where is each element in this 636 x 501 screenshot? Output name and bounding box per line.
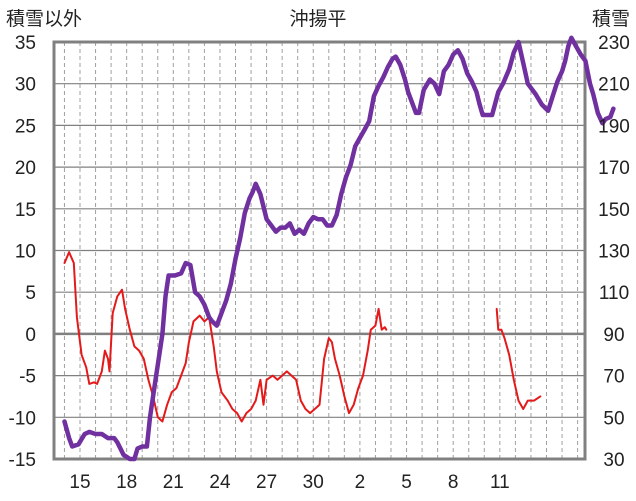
series-layer: [62, 35, 616, 462]
y-tick-label-left: -15: [9, 450, 36, 471]
x-tick-label: 21: [163, 472, 184, 493]
y-tick-label-left: 10: [15, 242, 36, 263]
y-tick-label-left: 5: [25, 283, 36, 304]
x-tick-label: 15: [69, 472, 90, 493]
x-tick-label: 11: [490, 472, 510, 493]
y-tick-label-right: 210: [598, 75, 630, 96]
y-tick-label-right: 130: [598, 242, 630, 263]
x-tick-label: 8: [448, 472, 459, 493]
y-tick-label-left: 35: [15, 33, 36, 54]
y-tick-label-left: 15: [15, 200, 36, 221]
y-tick-label-right: 70: [603, 367, 624, 388]
x-tick-label: 27: [256, 472, 277, 493]
temperature-line: [63, 251, 388, 423]
x-axis: 15 18 21 24 27 30 2 5 8 11: [69, 472, 509, 493]
y-tick-label-left: 30: [15, 75, 36, 96]
y-tick-label-left: 0: [25, 325, 36, 346]
y-tick-label-right: 170: [598, 158, 630, 179]
y-tick-label-left: -5: [19, 367, 36, 388]
y-tick-label-left: 25: [15, 116, 36, 137]
y-tick-label-left: -10: [9, 408, 36, 429]
x-tick-label: 30: [303, 472, 324, 493]
y-tick-label-right: 90: [603, 325, 624, 346]
y-tick-label-right: 110: [599, 283, 629, 304]
y-axis-right: 230 210 190 170 150 130 110 90 70 50 30: [598, 33, 630, 471]
y-tick-label-right: 150: [598, 200, 630, 221]
y-tick-label-right: 230: [598, 33, 630, 54]
temperature-line: [495, 307, 542, 410]
y-tick-label-right: 190: [598, 116, 630, 137]
chart-title: 沖揚平: [289, 9, 347, 30]
y-axis-left: 35 30 25 20 15 10 5 0 -5 -10 -15: [9, 33, 36, 471]
y-tick-label-right: 50: [603, 408, 624, 429]
x-tick-label: 2: [355, 472, 366, 493]
plot-frame: [52, 40, 587, 461]
y-tick-label-left: 20: [15, 158, 36, 179]
x-tick-label: 18: [116, 472, 137, 493]
left-axis-label: 積雪以外: [6, 9, 83, 30]
snow-depth-line: [62, 35, 616, 462]
right-axis-label: 積雪: [591, 9, 630, 30]
y-tick-label-right: 30: [603, 450, 624, 471]
x-tick-label: 5: [401, 472, 412, 493]
x-tick-label: 24: [209, 472, 231, 493]
